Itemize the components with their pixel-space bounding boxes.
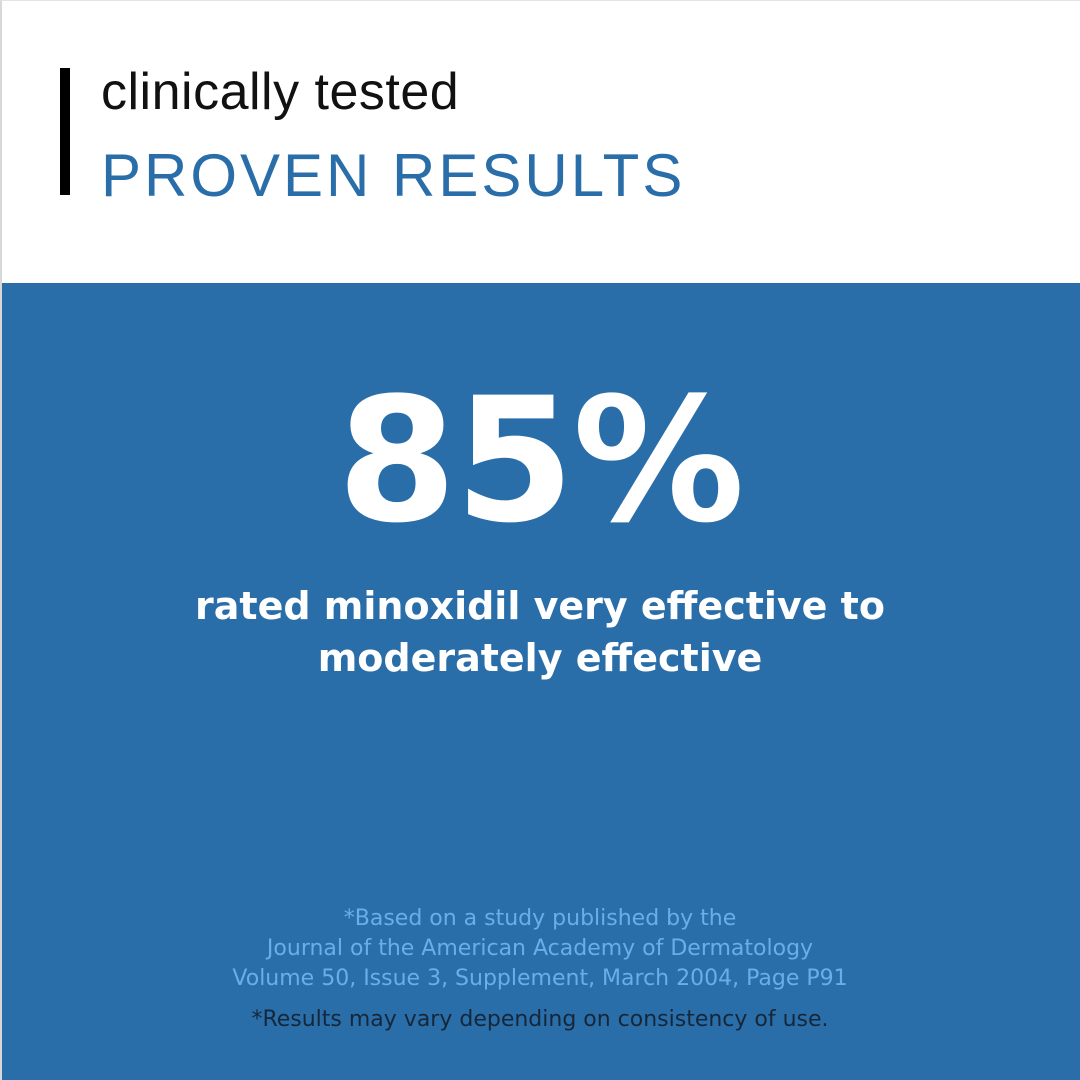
description-line: rated minoxidil very effective to: [195, 584, 885, 628]
accent-bar: [60, 68, 70, 195]
page-title: PROVEN RESULTS: [101, 142, 686, 209]
source-citation: *Based on a study published by the Journ…: [0, 904, 1080, 994]
description-line: moderately effective: [317, 636, 763, 680]
stat-value: 85%: [337, 360, 745, 561]
source-line: Journal of the American Academy of Derma…: [266, 936, 814, 961]
stat-description: rated minoxidil very effective to modera…: [0, 580, 1080, 684]
source-line: *Based on a study published by the: [343, 906, 737, 931]
stat-panel: [0, 283, 1080, 1080]
disclaimer: *Results may vary depending on consisten…: [251, 1007, 829, 1032]
source-line: Volume 50, Issue 3, Supplement, March 20…: [232, 966, 848, 991]
kicker-text: clinically tested: [101, 63, 460, 121]
